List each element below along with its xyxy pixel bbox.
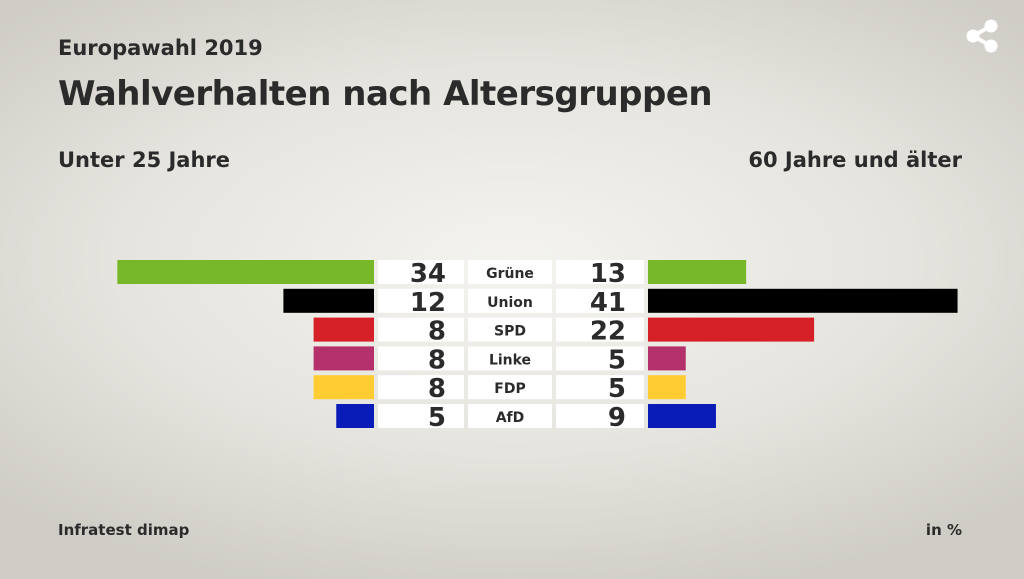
- left-series-header: Unter 25 Jahre: [58, 148, 231, 172]
- bar-right-linke: [648, 346, 686, 371]
- right-value-box: [556, 260, 644, 284]
- bar-right-union: [648, 288, 958, 313]
- value-label-left-fdp: 8: [428, 374, 446, 404]
- right-value-box: [556, 404, 644, 428]
- category-label-box: [468, 375, 552, 400]
- category-label-box: [468, 404, 552, 428]
- value-label-left-union: 12: [410, 288, 446, 318]
- category-label-box: [468, 317, 552, 342]
- left-value-box: [378, 260, 464, 284]
- right-value-box: [556, 317, 644, 342]
- value-label-left-afd: 5: [428, 403, 446, 433]
- category-label-box: [468, 260, 552, 284]
- bar-right-afd: [648, 404, 716, 428]
- category-label-box: [468, 288, 552, 313]
- source-label: Infratest dimap: [58, 521, 190, 539]
- left-value-box: [378, 375, 464, 400]
- value-label-right-linke: 5: [608, 345, 626, 375]
- category-label-afd: AfD: [496, 410, 525, 426]
- right-value-box: [556, 288, 644, 313]
- value-label-right-afd: 9: [608, 403, 626, 433]
- bar-right-gr-ne: [648, 260, 747, 284]
- left-value-box: [378, 404, 464, 428]
- right-value-box: [556, 375, 644, 400]
- category-label-spd: SPD: [494, 324, 526, 340]
- chart-title: Wahlverhalten nach Altersgruppen: [58, 74, 713, 114]
- category-label-linke: Linke: [489, 352, 531, 368]
- value-label-left-gr-ne: 34: [410, 259, 446, 289]
- value-label-right-spd: 22: [590, 317, 626, 347]
- value-label-right-fdp: 5: [608, 374, 626, 404]
- left-value-box: [378, 288, 464, 313]
- bar-left-linke: [313, 346, 374, 371]
- category-label-fdp: FDP: [494, 381, 525, 397]
- value-label-left-spd: 8: [428, 317, 446, 347]
- bar-left-afd: [336, 404, 374, 428]
- right-value-box: [556, 346, 644, 371]
- share-icon[interactable]: [962, 16, 1002, 56]
- value-label-left-linke: 8: [428, 345, 446, 375]
- category-label-gr-ne: Grüne: [486, 266, 534, 282]
- value-label-right-gr-ne: 13: [590, 259, 626, 289]
- bar-right-fdp: [648, 375, 686, 400]
- left-value-box: [378, 346, 464, 371]
- left-value-box: [378, 317, 464, 342]
- chart-supertitle: Europawahl 2019: [58, 36, 263, 60]
- bar-right-spd: [648, 317, 815, 342]
- right-series-header: 60 Jahre und älter: [748, 148, 962, 172]
- category-label-union: Union: [487, 295, 533, 311]
- unit-label: in %: [925, 521, 962, 539]
- category-label-box: [468, 346, 552, 371]
- bar-left-fdp: [313, 375, 374, 400]
- value-label-right-union: 41: [590, 288, 626, 318]
- bar-left-gr-ne: [117, 260, 375, 284]
- bar-left-union: [283, 288, 374, 313]
- bar-left-spd: [313, 317, 374, 342]
